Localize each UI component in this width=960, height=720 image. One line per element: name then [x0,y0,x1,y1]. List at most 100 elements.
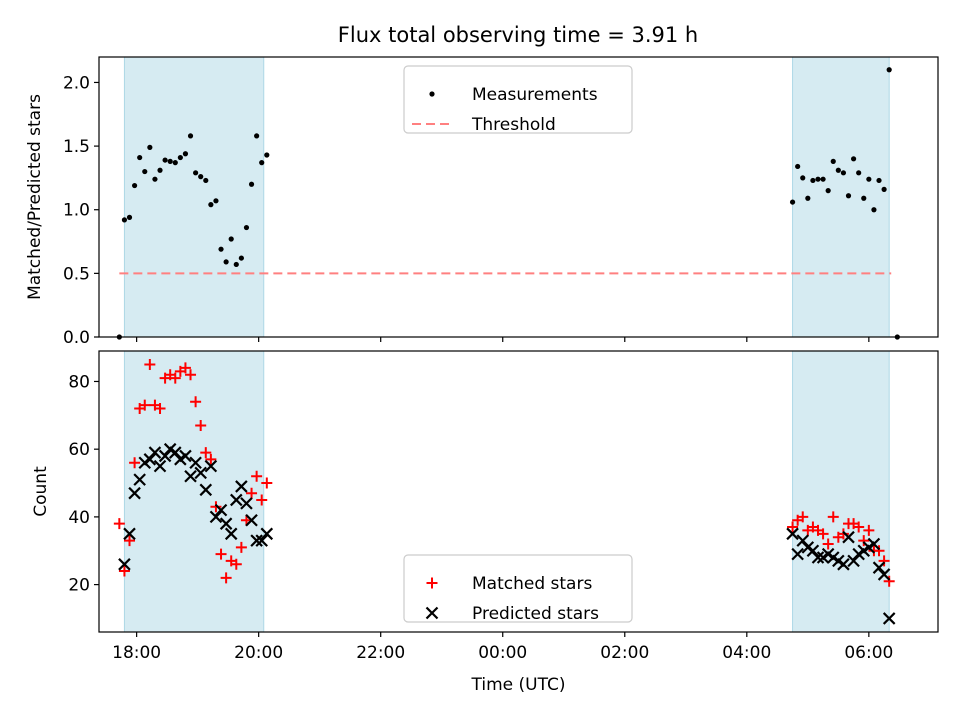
legend-label: Measurements [472,85,598,105]
data-point [224,527,238,541]
data-point [124,535,136,547]
chart-title: Flux total observing time = 3.91 h [338,23,698,47]
count-panel: 20 40 60 80 18:00 20:00 22:00 00:00 02:00 04:00 06… [31,350,939,695]
data-point [148,446,162,459]
data-point [787,521,799,533]
data-point [250,534,263,547]
ratio-panel: 0.0 0.5 1.0 1.5 2.0 Matched/Predicted stars Me… [25,56,939,348]
data-point [882,612,896,625]
axes-frame [98,56,939,338]
data-point [153,459,167,473]
data-point [248,181,255,187]
data-point [162,157,168,163]
data-point [847,554,860,568]
shaded-band [123,350,265,633]
data-point [789,199,796,205]
data-point [152,176,158,182]
data-point [233,261,239,268]
data-point [118,558,131,571]
data-point [143,453,157,466]
data-point [230,493,243,507]
data-point [214,503,228,517]
y-tick-label: 0.5 [63,264,90,284]
data-point [835,167,841,173]
data-point [208,202,214,208]
legend-marker [426,577,438,589]
y-tick-label: 1.0 [63,201,90,221]
data-point [806,544,820,558]
data-point [113,518,125,530]
data-point [205,453,217,465]
data-point [199,483,213,497]
data-point [873,545,885,557]
data-point [256,494,268,506]
legend-box [403,554,633,623]
data-point [142,168,148,175]
data-point [195,419,207,431]
x-tick-label: 18:00 [112,643,161,663]
data-point [810,177,816,184]
axes-frame [98,350,939,633]
legend-box [403,65,633,134]
series-plus [113,359,895,587]
legend: Matched stars Predicted stars [403,554,633,624]
data-point [187,133,194,139]
data-point [842,530,855,544]
data-point [172,160,178,166]
data-point [200,447,212,459]
data-point [830,158,836,164]
data-point [786,527,799,541]
series-x [118,442,896,625]
data-point [235,480,248,493]
x-tick-label: 00:00 [478,643,527,663]
data-point [198,174,204,180]
data-point [129,457,141,469]
data-point [154,403,166,415]
data-point [811,551,825,564]
data-point [800,175,806,181]
data-point [157,167,163,173]
data-point [194,466,207,480]
data-point [820,176,826,182]
data-point [251,470,263,482]
data-point [881,186,887,192]
data-point [866,176,872,182]
data-point [238,255,244,261]
legend: Measurements Threshold [403,65,633,135]
x-tick-label: 22:00 [356,643,405,663]
y-tick-label: 2.0 [63,73,90,93]
data-point [795,163,801,170]
y-tick-label: 20 [68,576,90,596]
x-tick-label: 04:00 [722,643,771,663]
data-point [218,246,224,252]
data-point [867,537,881,551]
data-point [845,193,852,199]
data-point [876,177,882,184]
y-tick-label: 1.5 [63,137,90,157]
y-tick-label: 40 [68,508,90,528]
data-point [850,156,857,162]
data-point [126,214,133,220]
data-point [877,568,891,581]
data-point [204,459,218,473]
data-point [817,528,829,540]
x-tick-label: 20:00 [234,643,283,663]
legend-label: Predicted stars [472,604,599,624]
data-point [825,188,831,194]
data-point [245,513,258,527]
data-point [815,176,821,182]
data-point [184,469,197,483]
data-point [213,198,219,204]
data-point [243,224,250,231]
data-point [128,486,141,500]
data-point [827,511,839,523]
data-point [797,511,809,523]
data-point [133,473,146,486]
data-point [182,151,189,157]
data-point [856,170,862,176]
data-point [193,170,199,176]
data-point [863,524,875,536]
data-point [137,154,143,161]
data-point [264,152,270,158]
